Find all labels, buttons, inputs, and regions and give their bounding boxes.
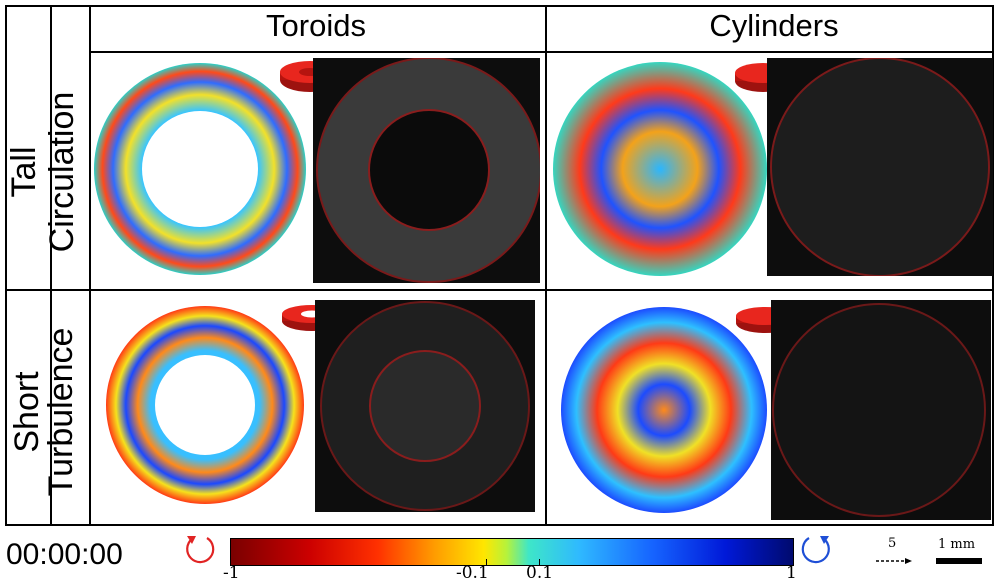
- figure-frame: [5, 5, 994, 526]
- row-sublabel-turbulence: Turbulence: [42, 327, 80, 497]
- colorbar-tick-label: -1: [223, 563, 240, 583]
- vorticity-colorbar: [230, 538, 794, 566]
- counterclockwise-rotation-icon: [801, 536, 830, 564]
- column-header-toroids: Toroids: [266, 8, 366, 43]
- divider: [50, 5, 52, 526]
- velocity-scale-arrow: [876, 558, 912, 564]
- length-scale-label: 1 mm: [938, 537, 976, 552]
- clockwise-rotation-icon: [186, 536, 215, 564]
- microscopy-image-cylinder-short: [771, 300, 991, 520]
- microscopy-image-cylinder-tall: [767, 58, 993, 276]
- colorbar-tick: [539, 559, 540, 565]
- row-sublabel-circulation: Circulation: [43, 91, 81, 253]
- colorbar-tick-label: 0.1: [526, 563, 554, 583]
- column-header-cylinders: Cylinders: [709, 8, 839, 43]
- divider: [545, 5, 547, 526]
- microscopy-image-toroid-tall: [313, 58, 540, 283]
- colorbar-tick: [486, 559, 487, 565]
- vorticity-map-cylinder-short: [561, 307, 767, 513]
- vorticity-map-cylinder-tall: [553, 62, 767, 276]
- vorticity-map-toroid-short: [106, 306, 304, 504]
- timestamp: 00:00:00: [6, 538, 123, 571]
- length-scale-bar: [936, 558, 982, 564]
- divider: [89, 5, 91, 526]
- vorticity-map-toroid-tall: [94, 63, 306, 275]
- velocity-scale-label: 5: [888, 536, 897, 551]
- divider: [5, 289, 994, 291]
- row-label-tall: Tall: [5, 146, 43, 198]
- divider: [89, 51, 994, 53]
- colorbar-tick-label: -0.1: [456, 563, 489, 583]
- colorbar-tick-label: 1: [786, 563, 797, 583]
- microscopy-image-toroid-short: [315, 300, 535, 512]
